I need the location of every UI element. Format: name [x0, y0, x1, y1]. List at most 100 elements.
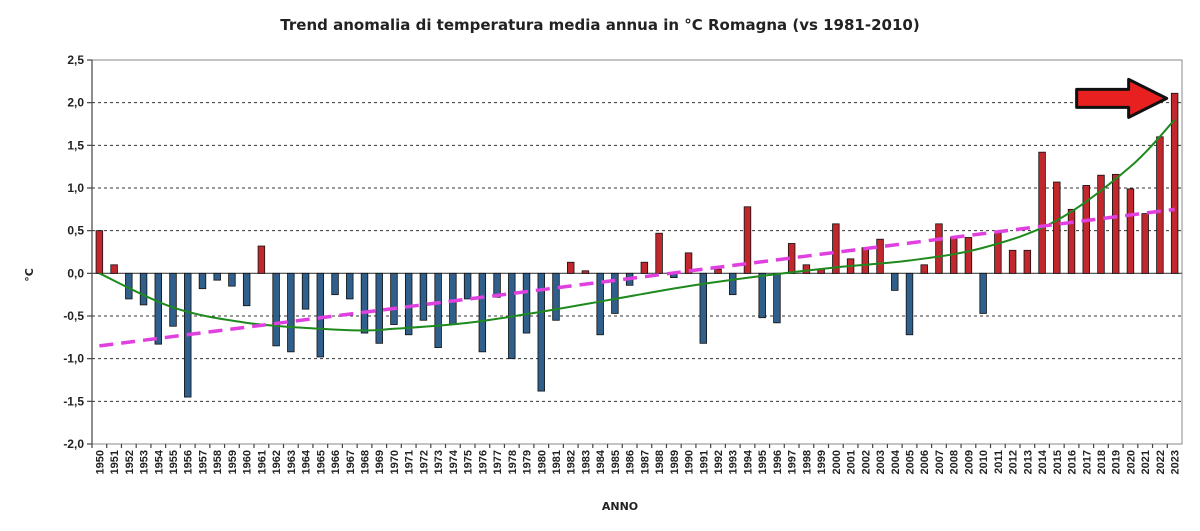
y-tick-label: 0,5 — [67, 224, 84, 238]
x-tick-label: 1968 — [360, 450, 372, 474]
bar-1967 — [346, 272, 354, 300]
x-tick-label: 1979 — [522, 450, 534, 474]
bar-1961 — [257, 245, 266, 274]
bars — [95, 92, 1179, 398]
y-tick-label: -1,5 — [63, 394, 84, 408]
bar-1981 — [552, 272, 560, 321]
bar-1990 — [684, 252, 693, 274]
x-tick-label: 1993 — [728, 450, 740, 474]
bar-2007 — [935, 223, 943, 274]
x-tick-label: 1977 — [492, 450, 504, 474]
x-tick-label: 1965 — [315, 450, 327, 474]
bar-2018 — [1097, 174, 1105, 274]
x-tick-label: 1969 — [374, 450, 386, 474]
x-tick-label: 2012 — [1008, 450, 1020, 474]
x-tick-label: 1974 — [448, 449, 460, 474]
x-tick-label: 1981 — [551, 450, 563, 474]
bar-2020 — [1126, 188, 1135, 274]
x-tick-label: 2013 — [1022, 450, 1034, 474]
bar-1977 — [493, 272, 501, 298]
x-tick-label: 1999 — [816, 450, 828, 474]
bar-2021 — [1141, 213, 1149, 274]
bar-2002 — [861, 247, 870, 274]
bar-1959 — [228, 272, 236, 287]
bar-2013 — [1023, 249, 1032, 274]
bar-1964 — [301, 272, 310, 310]
bar-2004 — [891, 272, 899, 291]
y-axis-label: °C — [23, 268, 36, 282]
bar-2009 — [964, 237, 973, 274]
x-tick-label: 2002 — [860, 450, 872, 474]
bar-1983 — [581, 270, 590, 274]
bar-2014 — [1038, 151, 1046, 274]
x-tick-label: 1989 — [669, 450, 681, 474]
x-tick-label: 1970 — [389, 450, 401, 474]
bar-1985 — [611, 272, 619, 314]
x-tick-label: 1973 — [433, 450, 445, 474]
trend-lines — [98, 119, 1176, 348]
x-tick-label: 2011 — [993, 450, 1005, 474]
red-arrow-icon — [1075, 77, 1169, 119]
x-tick-label: 1992 — [713, 450, 725, 474]
x-tick-label: 2007 — [934, 450, 946, 474]
x-tick-label: 2008 — [949, 450, 961, 474]
bar-1963 — [287, 272, 295, 353]
x-tick-label: 1995 — [757, 450, 769, 474]
bar-1971 — [404, 272, 413, 336]
x-tick-label: 2001 — [846, 450, 858, 474]
x-tick-label: 1960 — [242, 450, 254, 474]
bar-1957 — [198, 272, 207, 290]
chart-title: Trend anomalia di temperatura media annu… — [280, 16, 919, 34]
x-tick-label: 2005 — [905, 450, 917, 474]
x-axis-label: ANNO — [602, 500, 638, 513]
y-tick-label: -2,0 — [63, 437, 84, 451]
bar-1965 — [316, 272, 325, 358]
bar-1951 — [110, 264, 118, 274]
x-tick-labels: 1950 1951 1952 1953 1954 1955 1956 1957 1958 1959… — [91, 444, 1182, 474]
bar-1970 — [390, 272, 398, 325]
bar-1979 — [522, 272, 531, 334]
bar-1976 — [478, 272, 487, 353]
x-tick-label: 1998 — [801, 450, 813, 474]
x-tick-label: 1980 — [536, 450, 548, 474]
x-tick-label: 1952 — [124, 450, 136, 474]
x-tick-label: 1991 — [698, 450, 710, 474]
x-tick-label: 2014 — [1037, 449, 1049, 474]
bar-1993 — [729, 272, 737, 296]
bar-1998 — [802, 264, 811, 274]
x-tick-label: 2003 — [875, 450, 887, 474]
linear-trend-line — [99, 207, 1175, 348]
x-tick-label: 2006 — [919, 450, 931, 474]
plot-frame — [91, 59, 1183, 445]
x-tick-label: 1984 — [595, 449, 607, 474]
bar-1980 — [537, 272, 545, 392]
x-tick-label: 1951 — [109, 450, 121, 474]
bar-1975 — [463, 272, 472, 300]
x-tick-label: 1997 — [787, 450, 799, 474]
x-tick-label: 1971 — [404, 450, 416, 474]
bar-1953 — [139, 272, 148, 306]
x-tick-label: 2020 — [1125, 450, 1137, 474]
x-tick-label: 1963 — [286, 450, 298, 474]
bar-1991 — [699, 272, 707, 344]
bar-1972 — [419, 272, 428, 321]
x-tick-label: 1961 — [256, 450, 268, 474]
bar-2019 — [1112, 173, 1120, 274]
x-tick-label: 1957 — [197, 450, 209, 474]
x-tick-label: 1985 — [610, 450, 622, 474]
x-tick-label: 2000 — [831, 450, 843, 474]
bar-1960 — [242, 272, 251, 307]
x-tick-label: 1990 — [684, 450, 696, 474]
arrow-annotation — [1075, 77, 1169, 119]
y-tick-label: 1,5 — [67, 138, 84, 152]
bar-1994 — [743, 206, 752, 274]
x-tick-label: 2022 — [1155, 450, 1167, 474]
x-tick-label: 2004 — [890, 449, 902, 474]
y-tick-label: 2,0 — [67, 96, 84, 110]
x-tick-label: 1983 — [580, 450, 592, 474]
bar-2003 — [876, 238, 884, 274]
bar-2000 — [832, 223, 840, 274]
x-tick-label: 2009 — [963, 450, 975, 474]
